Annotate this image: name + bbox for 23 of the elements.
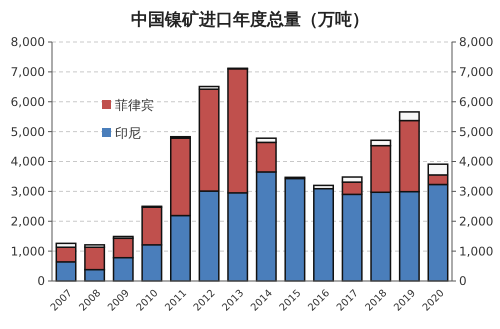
y2-tick-label: 2,000 (459, 214, 494, 228)
y2-tick-label: 4,000 (459, 154, 494, 169)
y2-tick-label: 5,000 (459, 124, 494, 139)
y-tick-label: 8,000 (10, 35, 45, 50)
y2-tick-label: 3,000 (459, 184, 494, 199)
y2-tick-label: 0 (459, 274, 467, 288)
bar (313, 188, 334, 282)
y2-tick-label: 6,000 (459, 94, 494, 109)
legend-label: 印尼 (115, 126, 141, 142)
y-tick-label: 0 (37, 274, 45, 288)
y-tick-label: 5,000 (10, 124, 45, 139)
y2-tick-label: 7,000 (459, 65, 494, 80)
chart-title: 中国镍矿进口年度总量（万吨） (131, 10, 369, 30)
y-tick-label: 6,000 (10, 94, 45, 109)
y-tick-label: 7,000 (10, 65, 45, 80)
y2-tick-label: 8,000 (459, 35, 494, 50)
y-tick-label: 1,000 (10, 244, 45, 258)
legend-label: 菲律宾 (115, 98, 154, 114)
y-tick-label: 4,000 (10, 154, 45, 169)
y-tick-label: 3,000 (10, 184, 45, 199)
bar (284, 178, 306, 282)
y-tick-label: 2,000 (10, 214, 45, 228)
y2-tick-label: 1,000 (459, 244, 494, 258)
